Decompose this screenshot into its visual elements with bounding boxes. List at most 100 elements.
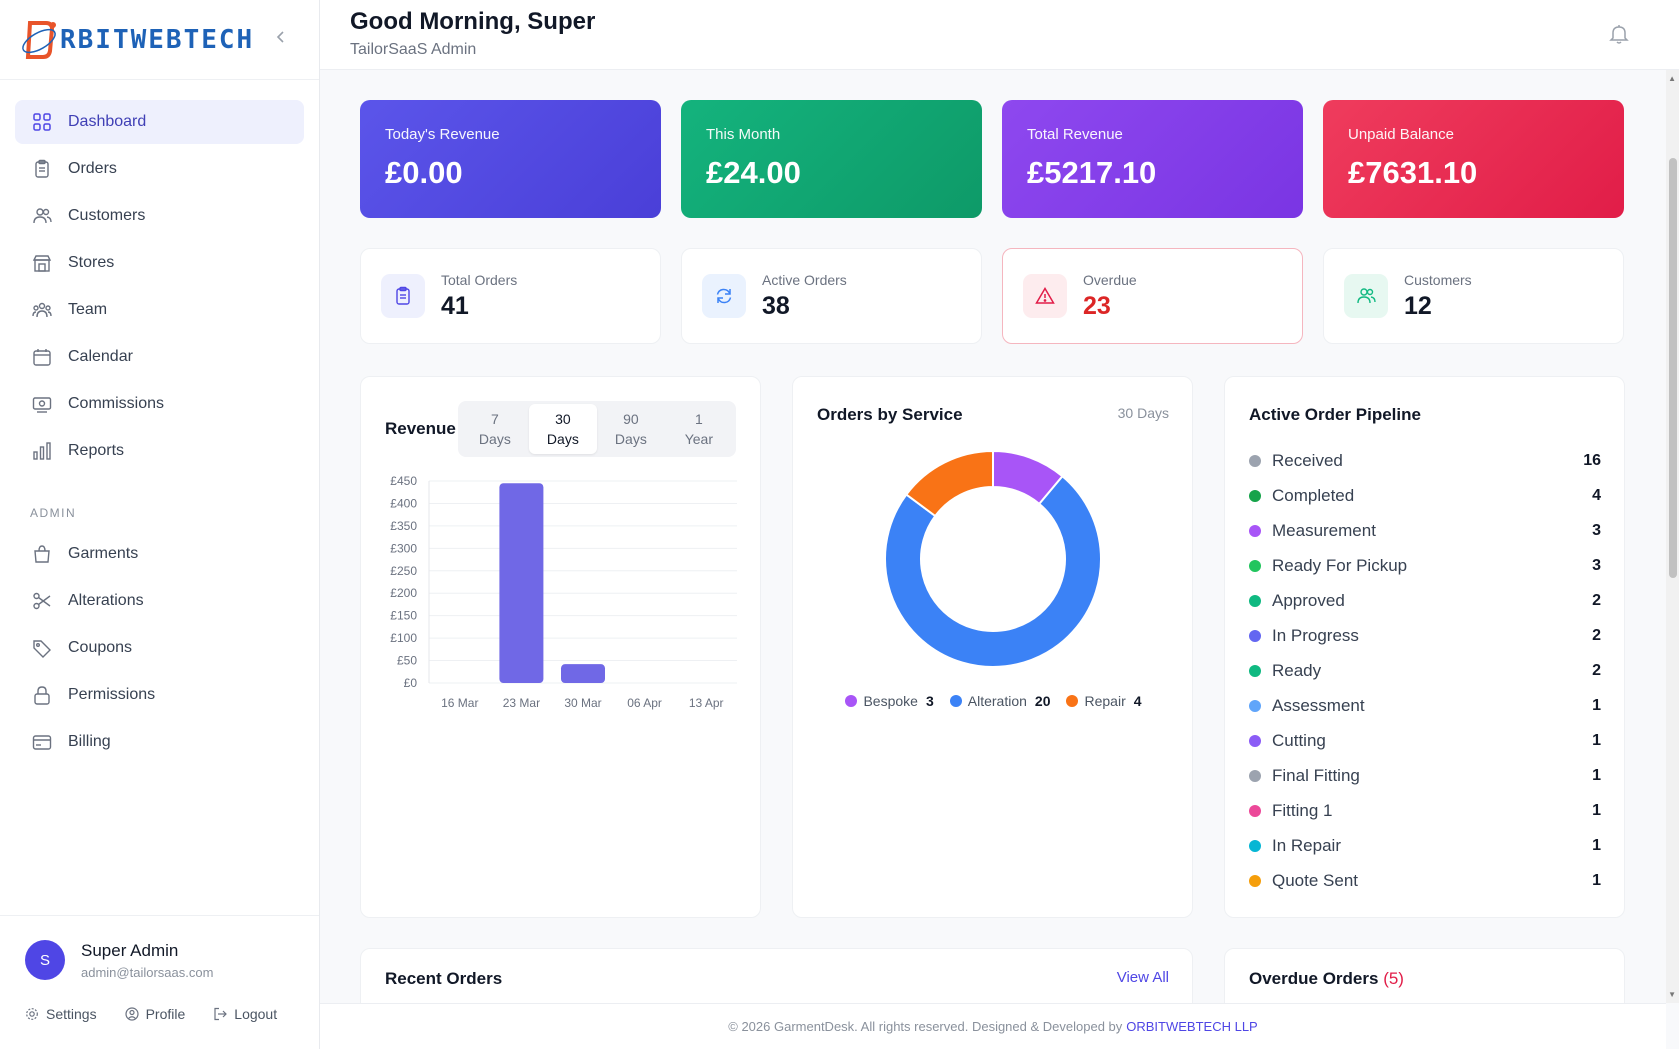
nav-item-coupons[interactable]: Coupons [15,626,304,670]
nav-item-customers[interactable]: Customers [15,194,304,238]
main-scrollbar[interactable] [1666,70,1679,1003]
y-tick-label: £450 [390,474,417,488]
legend-value: 3 [925,693,934,709]
kpi-total-orders[interactable]: Total Orders 41 [360,248,661,344]
legend-label: Alteration [967,693,1027,709]
pipeline-title: Active Order Pipeline [1249,405,1421,424]
nav-item-dashboard[interactable]: Dashboard [15,100,304,144]
pipeline-row[interactable]: Quote Sent 1 [1249,863,1601,898]
scroll-thumb[interactable] [1669,158,1677,578]
collapse-sidebar-button[interactable] [269,27,293,51]
revenue-bar-chart: £0 £50 £100 £150 £200 £250 £300 £350 £400 £450 16 … [390,474,737,710]
status-dot [1249,594,1261,607]
pipeline-label: Assessment [1272,695,1365,715]
nav-item-commissions[interactable]: Commissions [15,382,304,426]
pipeline-row[interactable]: Ready 2 [1249,653,1601,688]
pipeline-panel: Active Order Pipeline Received 16 Complete… [1224,376,1625,918]
pipeline-count: 16 [1583,451,1601,469]
logo-text: RBITWEBTECH [60,24,255,55]
stat-card-this-month[interactable]: This Month £24.00 [681,100,982,218]
grid-icon [33,113,51,131]
logout-icon [214,1007,228,1021]
kpi-customers[interactable]: Customers 12 [1323,248,1624,344]
tab-1-year[interactable]: 1 Year [665,404,733,454]
settings-link[interactable]: Settings [25,1006,97,1022]
pipeline-label: Ready For Pickup [1272,555,1408,575]
nav-label: Garments [68,545,139,562]
nav-item-permissions[interactable]: Permissions [15,673,304,717]
pipeline-row[interactable]: Ready For Pickup 3 [1249,548,1601,583]
status-dot [1249,734,1261,747]
status-dot [1249,839,1261,852]
kpi-value: 23 [1083,291,1111,320]
stat-card-today-revenue[interactable]: Today's Revenue £0.00 [360,100,661,218]
tab-line-2: Days [614,431,647,447]
nav-label: Orders [68,160,117,177]
nav-item-billing[interactable]: Billing [15,720,304,764]
status-dot [1249,769,1261,782]
status-dot [1249,804,1261,817]
tab-7-days[interactable]: 7 Days [461,404,529,454]
nav-label: Billing [68,733,111,750]
pipeline-row[interactable]: Fitting 1 1 [1249,793,1601,828]
kpi-label: Overdue [1083,271,1137,288]
view-all-link[interactable]: View All [1116,969,1169,986]
refresh-icon [716,288,732,304]
nav-item-reports[interactable]: Reports [15,429,304,473]
x-tick-label: 16 Mar [441,696,478,710]
pipeline-count: 1 [1592,731,1601,749]
stat-card-unpaid-balance[interactable]: Unpaid Balance £7631.10 [1323,100,1624,218]
nav-item-alterations[interactable]: Alterations [15,579,304,623]
nav-item-orders[interactable]: Orders [15,147,304,191]
scroll-up-arrow[interactable]: ▲ [1668,74,1676,83]
nav-item-team[interactable]: Team [15,288,304,332]
pipeline-count: 2 [1592,661,1601,679]
tab-90-days[interactable]: 90 Days [597,404,665,454]
pipeline-count: 4 [1592,486,1601,504]
stat-card-total-revenue[interactable]: Total Revenue £5217.10 [1002,100,1303,218]
pipeline-row[interactable]: Approved 2 [1249,583,1601,618]
nav-item-garments[interactable]: Garments [15,532,304,576]
kpi-overdue[interactable]: Overdue 23 [1002,248,1303,344]
pipeline-count: 1 [1592,836,1601,854]
pipeline-row[interactable]: Assessment 1 [1249,688,1601,723]
kpi-active-orders[interactable]: Active Orders 38 [681,248,982,344]
overdue-count: (5) [1383,969,1404,988]
overdue-orders-panel: Overdue Orders (5) [1224,948,1625,1003]
pipeline-row[interactable]: In Repair 1 [1249,828,1601,863]
footer-brand-link[interactable]: ORBITWEBTECH LLP [1126,1019,1258,1034]
avatar[interactable]: S [25,940,65,980]
nav-item-calendar[interactable]: Calendar [15,335,304,379]
revenue-panel: Revenue 7 Days 30 Days 90 Days 1 Year £0 £50 £… [360,376,761,918]
scroll-down-arrow[interactable]: ▼ [1668,990,1676,999]
tab-30-days[interactable]: 30 Days [528,404,597,454]
pipeline-count: 1 [1592,801,1601,819]
bell-icon[interactable] [1607,22,1631,46]
pipeline-row[interactable]: In Progress 2 [1249,618,1601,653]
pipeline-row[interactable]: Cutting 1 [1249,723,1601,758]
nav-label: Reports [68,442,125,459]
nav-item-stores[interactable]: Stores [15,241,304,285]
warning-icon [1035,287,1055,304]
status-dot [1249,699,1261,712]
tab-line-2: Days [478,431,511,447]
logout-link[interactable]: Logout [213,1006,277,1022]
pipeline-row[interactable]: Final Fitting 1 [1249,758,1601,793]
donut-legend: Bespoke 3 Alteration 20 Repair 4 [793,693,1194,709]
brand-logo[interactable]: RBITWEBTECH [20,17,254,63]
users-icon [33,208,52,224]
pipeline-row[interactable]: Completed 4 [1249,478,1601,513]
user-panel: S Super Admin admin@tailorsaas.com Setti… [0,915,319,1049]
y-tick-label: £200 [390,586,417,600]
user-circle-icon [124,1007,139,1021]
lock-icon [34,686,50,705]
gear-icon [26,1008,38,1020]
status-dot [1249,629,1261,642]
bar [561,664,605,683]
pipeline-row[interactable]: Received 16 [1249,443,1601,478]
profile-link[interactable]: Profile [124,1006,185,1022]
y-tick-label: £100 [390,631,417,645]
pipeline-row[interactable]: Measurement 3 [1249,513,1601,548]
pipeline-count: 2 [1592,591,1601,609]
user-name: Super Admin [81,940,179,960]
